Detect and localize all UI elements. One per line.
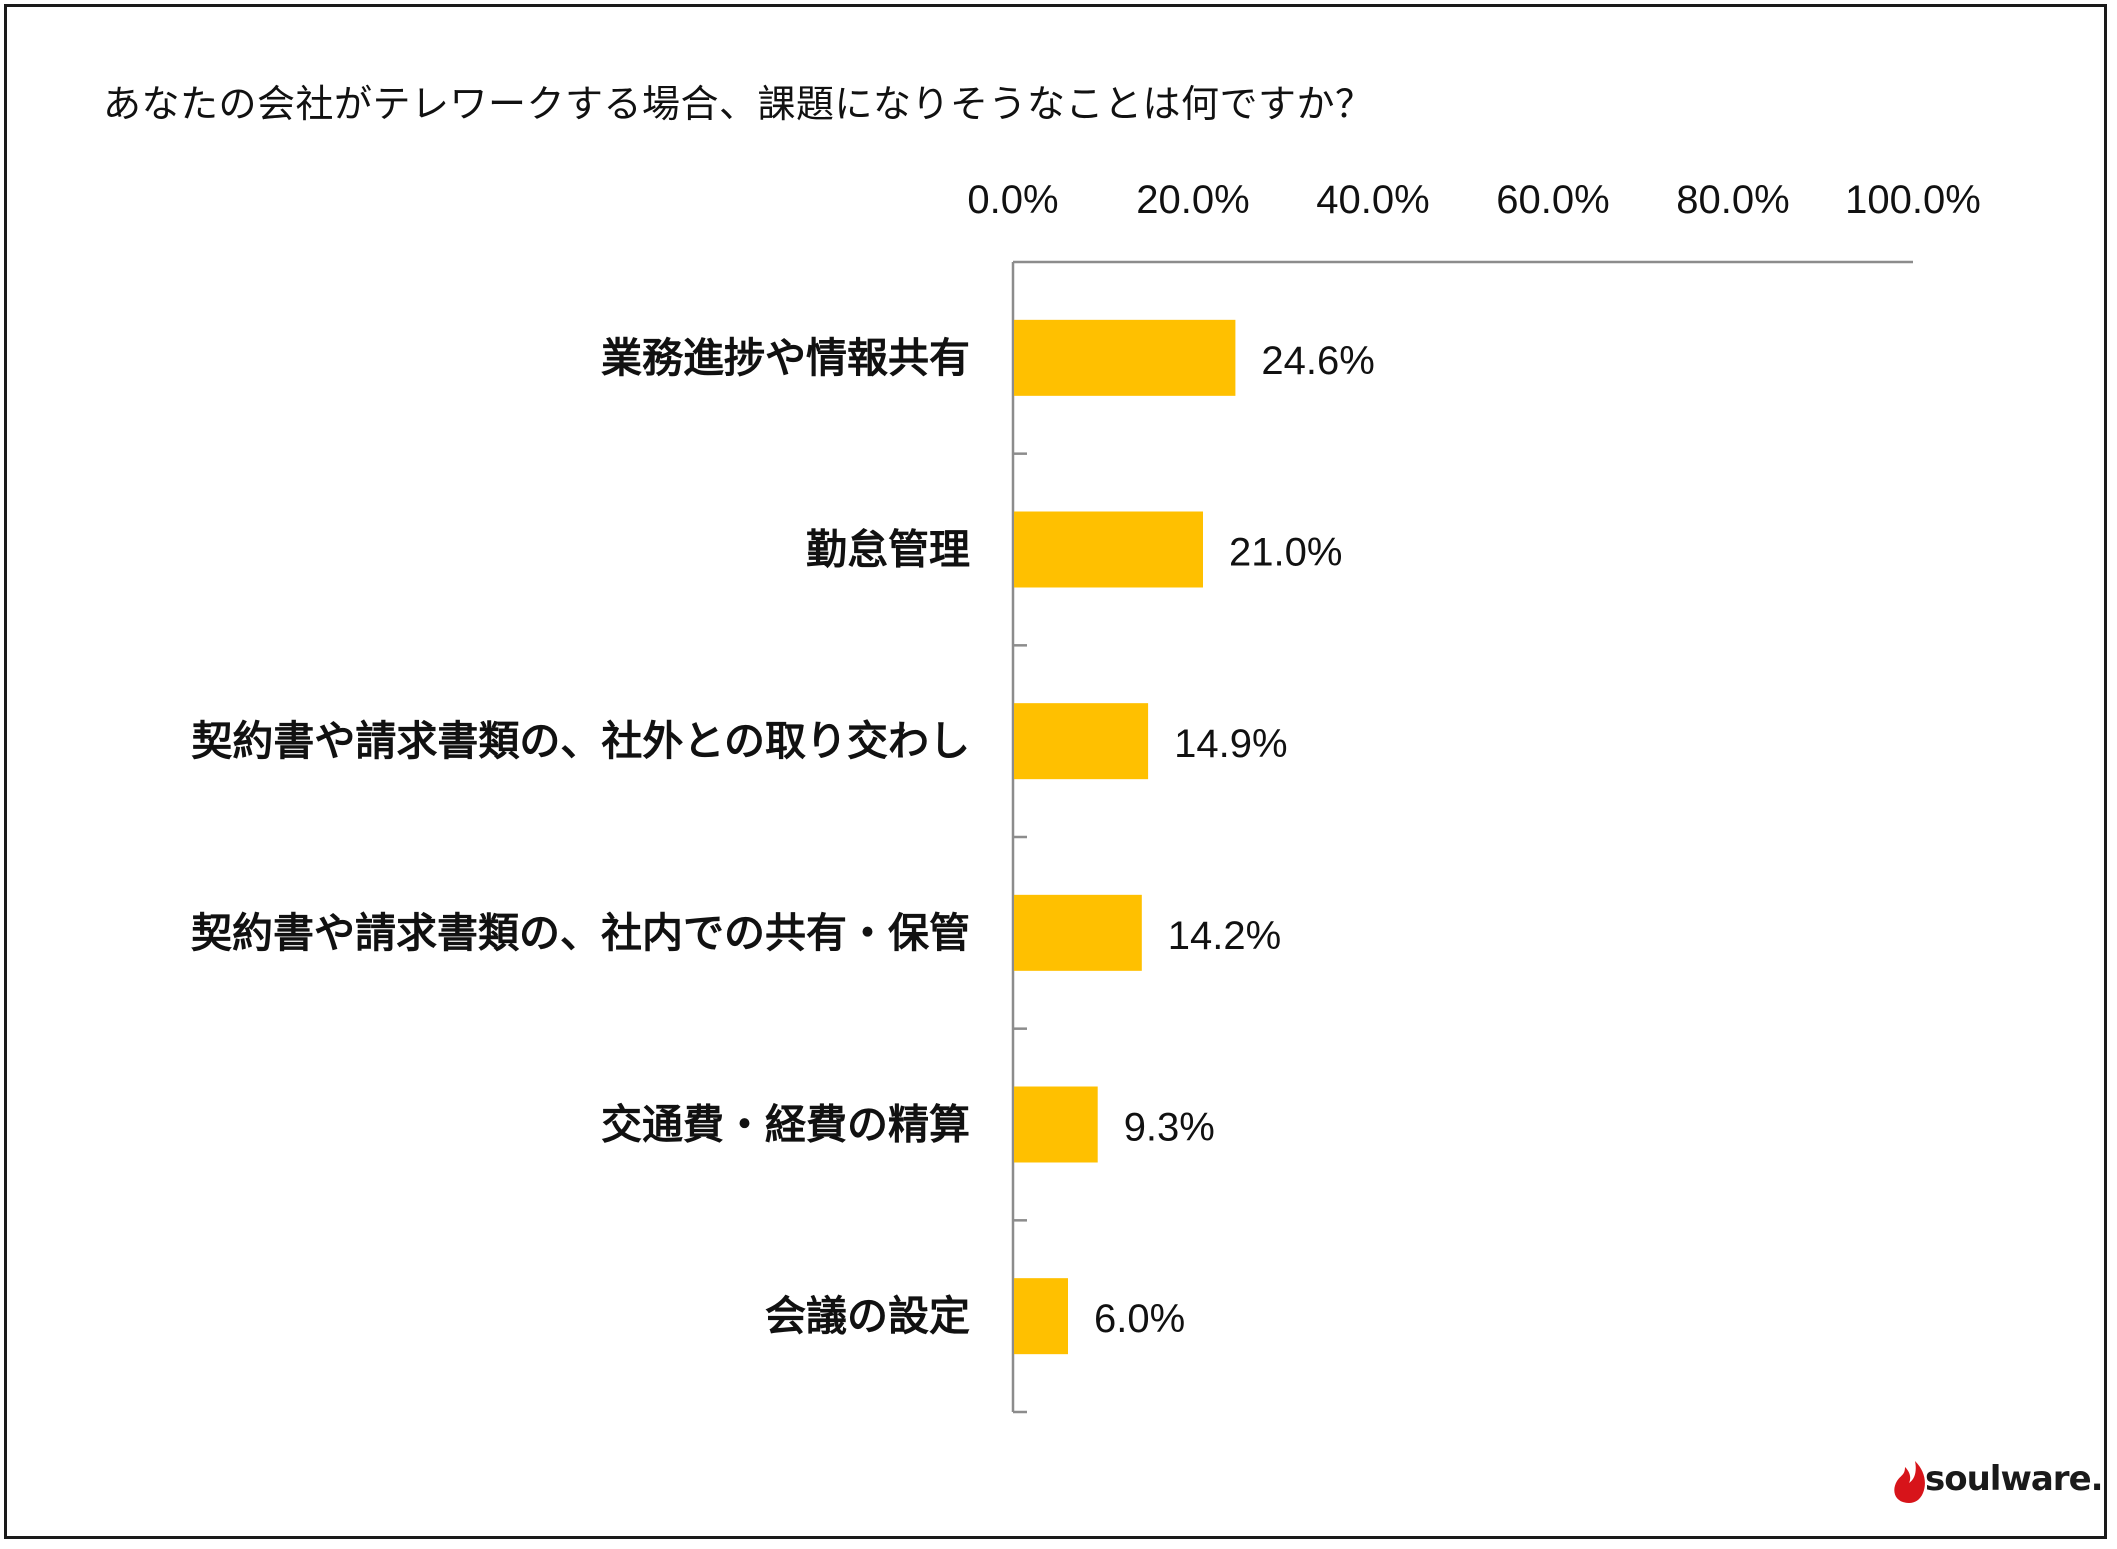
data-label: 14.9% (1174, 722, 1287, 766)
category-label: 契約書や請求書類の、社外との取り交わし (191, 717, 970, 765)
bar (1014, 1086, 1098, 1163)
category-label: 業務進捗や情報共有 (601, 334, 970, 382)
category-label: 会議の設定 (765, 1292, 970, 1340)
x-tick-label: 100.0% (1845, 178, 1981, 222)
category-label: 勤怠管理 (806, 526, 970, 574)
bar (1014, 894, 1142, 971)
chart-axes: 0.0% 20.0% 40.0% 60.0% 80.0% 100.0% (967, 178, 1981, 1414)
data-label: 24.6% (1261, 339, 1374, 383)
x-tick-label: 60.0% (1496, 178, 1609, 222)
logo-flame-icon (1894, 1461, 1925, 1503)
bar (1014, 1278, 1068, 1355)
x-tick-label: 20.0% (1136, 178, 1249, 222)
category-label: 交通費・経費の精算 (601, 1101, 970, 1149)
x-tick-label: 80.0% (1676, 178, 1789, 222)
chart-bars: 業務進捗や情報共有 24.6% 勤怠管理 21.0% 契約書や請求書類の、社外との取り交… (191, 319, 1375, 1355)
data-label: 6.0% (1094, 1297, 1185, 1341)
bar (1014, 319, 1236, 396)
logo-text: soulware. (1925, 1459, 2104, 1499)
bar (1014, 703, 1149, 780)
data-label: 9.3% (1124, 1106, 1215, 1150)
soulware-logo: soulware. (1889, 1453, 2104, 1509)
category-label: 契約書や請求書類の、社内での共有・保管 (191, 909, 970, 957)
x-tick-label: 40.0% (1316, 178, 1429, 222)
x-tick-label: 0.0% (967, 178, 1058, 222)
bar (1014, 511, 1203, 588)
data-label: 14.2% (1168, 914, 1281, 958)
chart-title: あなたの会社がテレワークする場合、課題になりそうなことは何ですか？ (103, 82, 1374, 126)
data-label: 21.0% (1229, 531, 1342, 575)
